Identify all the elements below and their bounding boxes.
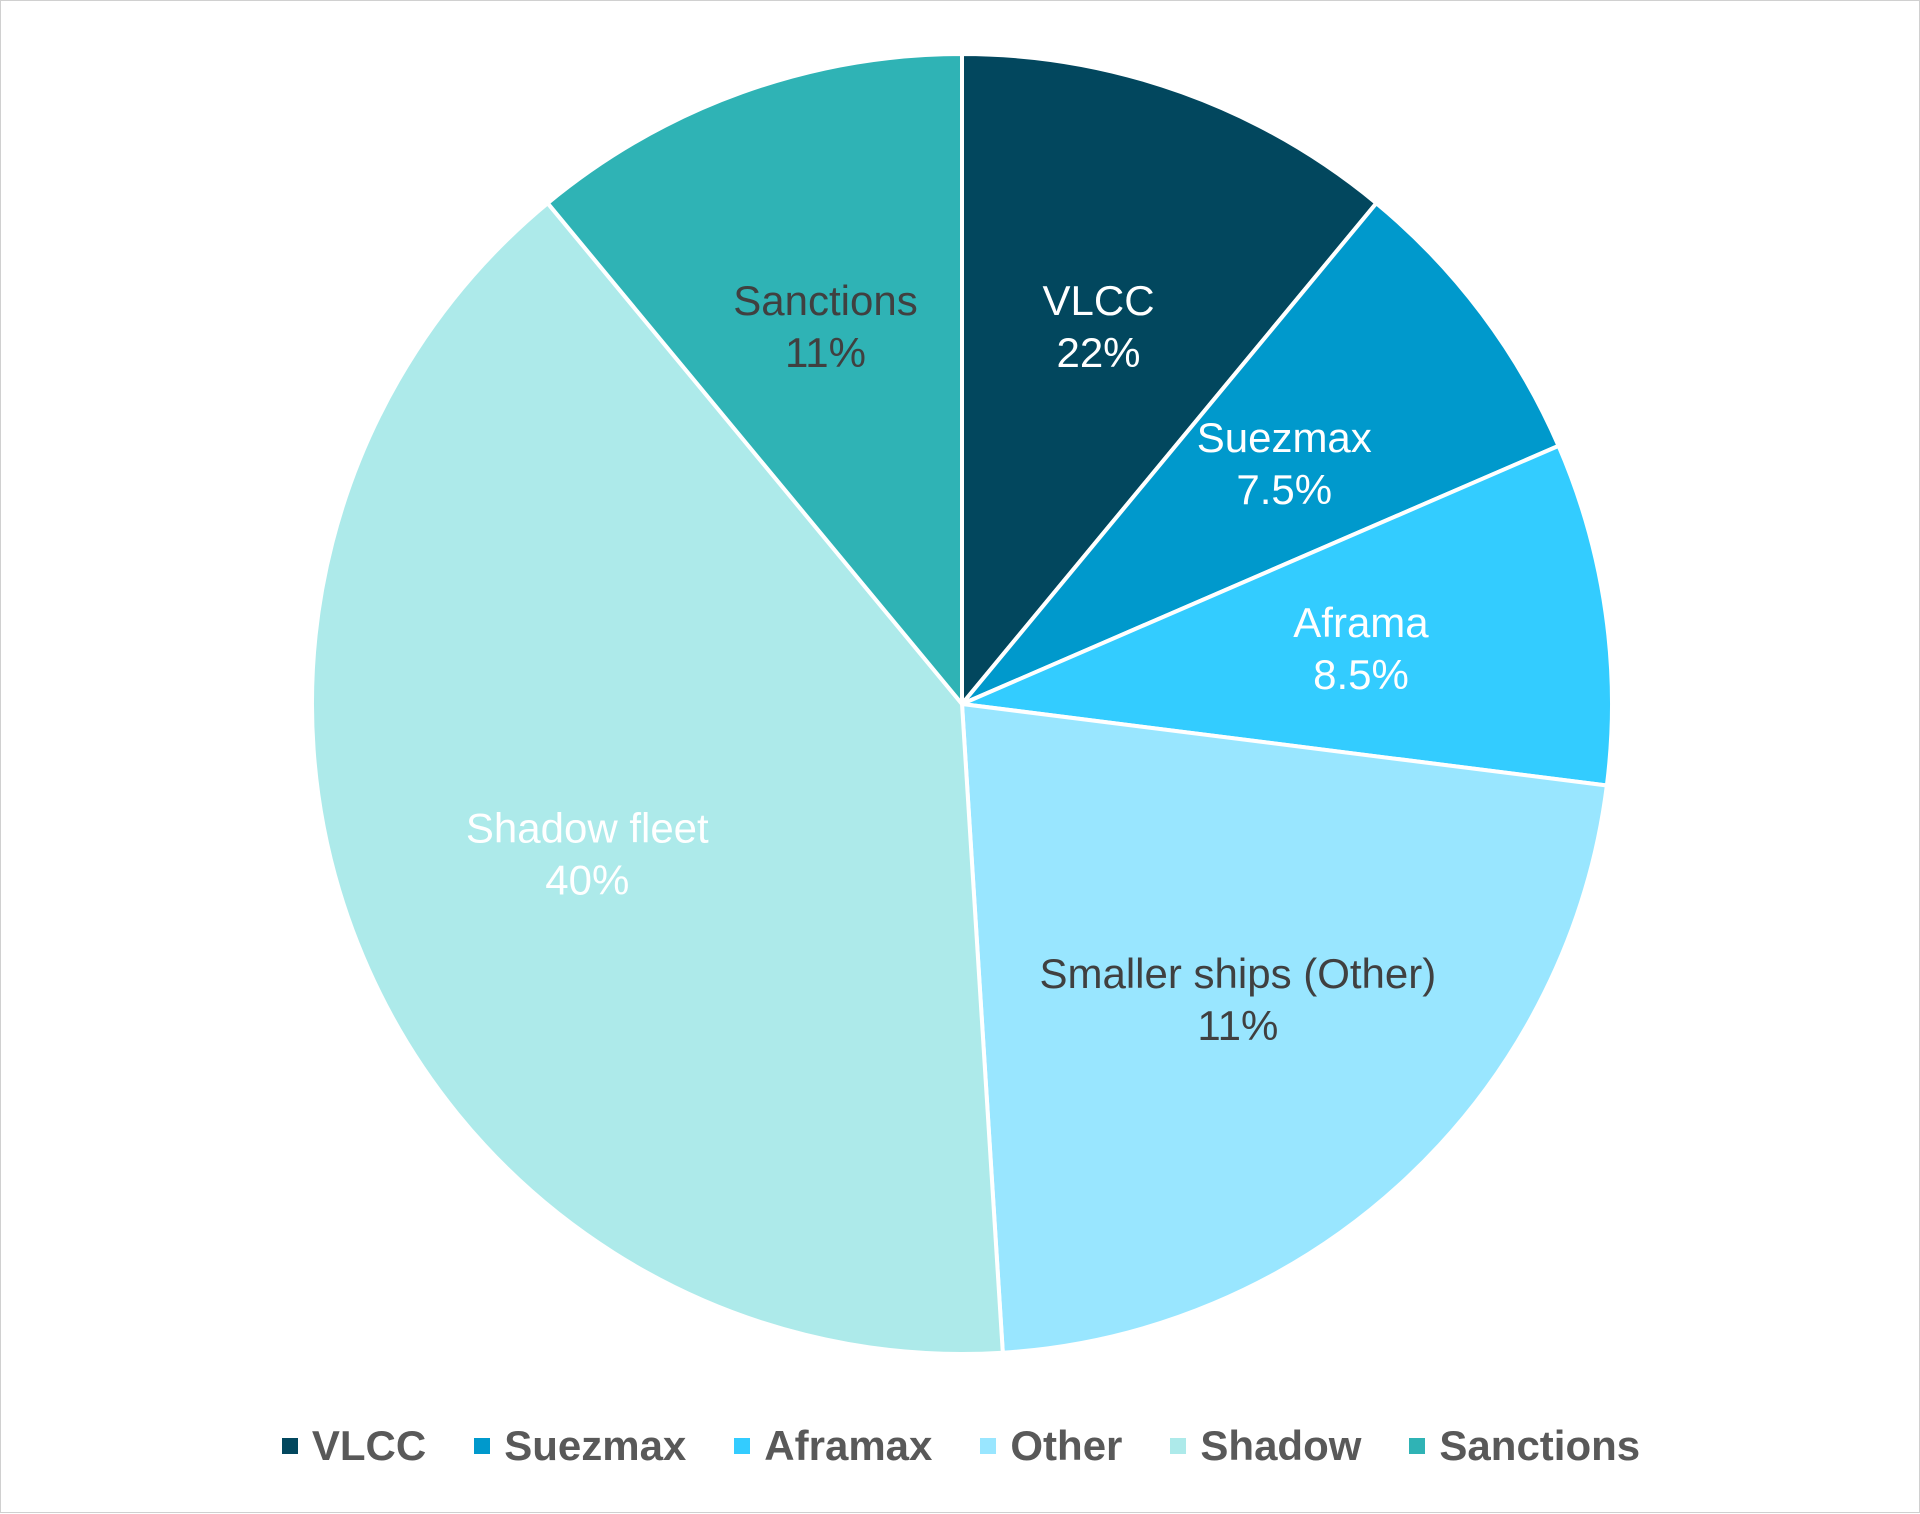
legend-swatch <box>281 1438 298 1454</box>
data-label-value: 11% <box>1197 1002 1278 1049</box>
data-label-sanctions: Sanctions 11% <box>733 277 917 376</box>
pie-slice-aframax <box>960 443 1614 788</box>
legend-item-vlcc: VLCC <box>281 1422 427 1470</box>
legend-label: Aframax <box>764 1422 933 1469</box>
data-label-shadow: Shadow fleet 40% <box>466 804 709 903</box>
legend-label: Sanctions <box>1439 1422 1641 1469</box>
data-label-value: 22% <box>1056 329 1140 376</box>
pie-slice-suezmax <box>960 201 1561 706</box>
data-label-name: VLCC <box>1042 277 1154 324</box>
pie-slice-other <box>960 702 1609 1355</box>
legend-label: VLCC <box>311 1422 427 1469</box>
legend-item-suezmax: Suezmax <box>474 1422 686 1470</box>
data-label-aframax: Aframa 8.5% <box>1293 599 1429 698</box>
data-label-value: 11% <box>785 329 866 376</box>
legend-swatch <box>474 1438 491 1454</box>
legend-item-aframax: Aframax <box>734 1422 932 1470</box>
legend-item-sanctions: Sanctions <box>1409 1422 1640 1470</box>
legend-swatch <box>1170 1438 1187 1454</box>
data-label-name: Smaller ships (Other) <box>1039 950 1436 997</box>
data-label-other: Smaller ships (Other) 11% <box>1039 950 1436 1049</box>
pie-slice-vlcc <box>960 52 1379 706</box>
chart-legend: VLCC Suezmax Aframax Other Shadow Sanctions <box>1 1416 1920 1476</box>
data-label-name: Aframa <box>1293 599 1429 646</box>
data-label-value: 8.5% <box>1313 651 1409 698</box>
pie-slice-shadow <box>309 201 1005 1357</box>
pie-data-labels: VLCC 22% Suezmax 7.5% Aframa 8.5% Smaller ship… <box>466 277 1436 1049</box>
data-label-vlcc: VLCC 22% <box>1042 277 1154 376</box>
data-label-suezmax: Suezmax 7.5% <box>1197 414 1372 513</box>
legend-swatch <box>734 1438 751 1454</box>
pie-slices <box>309 52 1614 1357</box>
legend-label: Suezmax <box>504 1422 687 1469</box>
data-label-value: 40% <box>545 856 629 903</box>
legend-label: Shadow <box>1200 1422 1362 1469</box>
data-label-name: Sanctions <box>733 277 917 324</box>
legend-item-other: Other <box>980 1422 1122 1470</box>
data-label-name: Suezmax <box>1197 414 1372 461</box>
data-label-value: 7.5% <box>1236 466 1332 513</box>
legend-item-shadow: Shadow <box>1170 1422 1361 1470</box>
pie-slice-sanctions <box>545 52 964 706</box>
legend-swatch <box>980 1438 997 1454</box>
legend-label: Other <box>1010 1422 1123 1469</box>
data-label-name: Shadow fleet <box>466 804 709 851</box>
legend-swatch <box>1409 1438 1426 1454</box>
